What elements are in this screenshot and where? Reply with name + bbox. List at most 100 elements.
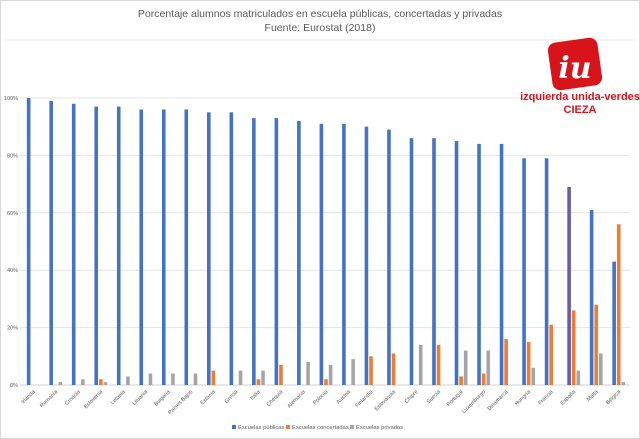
y-tick-label: 0% [10, 383, 18, 389]
bar-publicas [161, 109, 166, 385]
bar-publicas [139, 109, 144, 385]
bar-publicas [252, 118, 256, 385]
legend-label: Escuelas privadas [356, 425, 403, 431]
bar-publicas [207, 112, 211, 385]
x-tick-label: Hungría [514, 389, 533, 408]
logo-text-line2: CIEZA [563, 104, 597, 116]
bar-publicas [274, 118, 279, 385]
y-tick-label: 80% [7, 153, 18, 159]
y-tick-label: 100% [4, 96, 18, 102]
bar-publicas [567, 186, 571, 385]
x-tick-label: Bélgica [605, 389, 623, 407]
x-tick-label: España [560, 389, 578, 407]
x-tick-label: Rumanía [39, 389, 60, 410]
bar-publicas [297, 120, 301, 386]
legend-label: Escuelas públicas [238, 425, 285, 431]
bar-publicas [432, 138, 436, 385]
bar-publicas [544, 158, 549, 385]
bar-privadas [328, 364, 333, 385]
bar-concertadas [504, 339, 508, 385]
bar-publicas [477, 143, 481, 385]
x-tick-label: Finlandia [354, 389, 375, 410]
x-tick-label: Eslovenia [83, 389, 105, 411]
bar-privadas [193, 373, 198, 385]
bar-privadas [351, 359, 355, 385]
bar-privadas [81, 379, 85, 385]
bar-concertadas [459, 376, 463, 385]
bar-privadas [599, 353, 603, 385]
bar-publicas [612, 261, 616, 385]
legend-swatch [232, 425, 236, 429]
bar-concertadas [211, 370, 216, 385]
logo-text-line1: izquierda unida-verdes [520, 91, 640, 103]
x-tick-label: Letonia [110, 389, 128, 407]
bar-privadas [463, 350, 468, 385]
x-tick-label: Malta [586, 389, 600, 403]
x-tick-label: Francia [537, 389, 555, 407]
logo-mark-icon: iu [547, 37, 603, 91]
legend-swatch [350, 425, 354, 429]
legend-swatch [286, 425, 290, 429]
bar-publicas [522, 158, 526, 385]
x-tick-label: Alemania [286, 389, 307, 410]
bar-concertadas [526, 341, 531, 385]
bar-privadas [486, 350, 491, 385]
bar-concertadas [279, 364, 283, 385]
bar-concertadas [616, 224, 621, 385]
bar-concertadas [481, 373, 486, 385]
bar-publicas [499, 143, 504, 385]
bar-publicas [319, 123, 324, 385]
bar-publicas [94, 106, 99, 386]
x-tick-label: Eslovaquia [374, 389, 398, 413]
bar-concertadas [391, 353, 396, 385]
bar-concertadas [99, 379, 103, 385]
y-tick-label: 60% [7, 211, 18, 217]
bar-concertadas [369, 356, 373, 385]
bar-publicas [26, 98, 31, 385]
bar-privadas [418, 344, 423, 385]
x-tick-label: Italia [249, 389, 262, 402]
bar-privadas [103, 382, 108, 385]
bar-privadas [148, 373, 153, 385]
logo: iu izquierda unida-verdes CIEZA [520, 36, 640, 121]
svg-text:iu: iu [558, 51, 591, 86]
x-tick-label: Bulgaria [153, 389, 172, 408]
bar-publicas [387, 129, 391, 385]
bar-publicas [589, 209, 594, 385]
chart-title: Porcentaje alumnos matriculados en escue… [137, 8, 503, 20]
chart-subtitle: Fuente: Eurostat (2018) [264, 22, 376, 34]
bar-privadas [58, 382, 63, 385]
bar-privadas [171, 373, 175, 385]
x-tick-label: Austria [336, 389, 353, 406]
bar-privadas [576, 370, 581, 385]
bar-publicas [49, 100, 53, 386]
y-tick-label: 40% [7, 268, 18, 274]
bar-publicas [454, 141, 459, 385]
bar-privadas [261, 370, 265, 385]
bar-concertadas [571, 310, 576, 385]
bar-privadas [621, 382, 626, 385]
bar-publicas [409, 138, 414, 385]
bar-publicas [184, 109, 189, 385]
bar-concertadas [324, 379, 328, 385]
x-tick-label: Grecia [224, 389, 240, 405]
x-tick-label: Chipre [404, 389, 420, 405]
bar-concertadas [549, 324, 553, 385]
legend-label: Escuelas concertadas [292, 425, 349, 431]
bar-privadas [531, 367, 536, 385]
bar-privadas [238, 370, 243, 385]
bar-publicas [364, 126, 369, 385]
x-tick-label: Irlanda [21, 389, 38, 406]
x-tick-label: Croacia [64, 389, 82, 407]
bar-privadas [126, 376, 130, 385]
x-tick-label: Estonia [200, 389, 218, 407]
x-tick-label: Portugal [446, 389, 465, 408]
x-tick-label: Luxemburgo [461, 389, 487, 415]
bar-publicas [116, 106, 121, 386]
bar-concertadas [594, 304, 599, 385]
bar-publicas [229, 112, 234, 385]
bar-publicas [71, 103, 76, 386]
x-tick-label: Dinamarca [487, 389, 511, 413]
y-tick-label: 20% [7, 326, 18, 332]
